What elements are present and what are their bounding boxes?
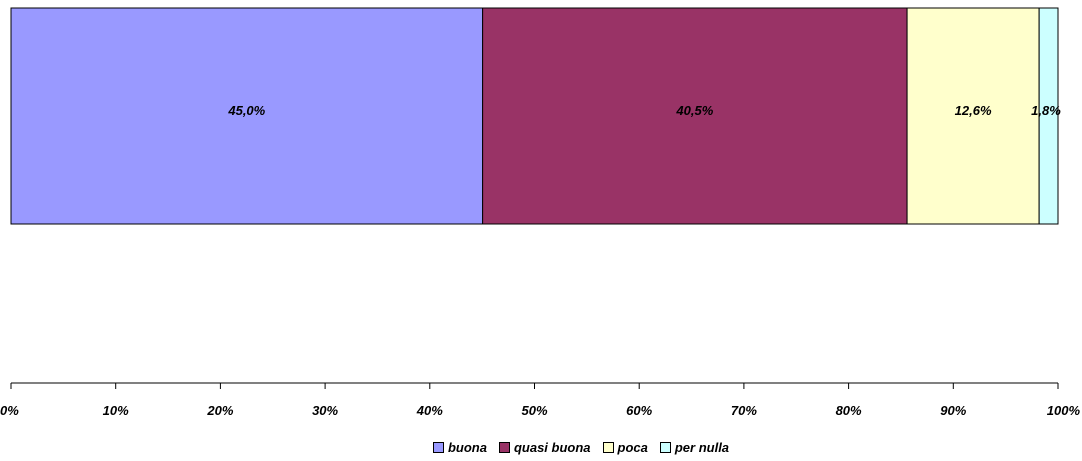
x-tick-label-60: 60% [626, 403, 652, 418]
legend: buona quasi buona poca per nulla [0, 440, 1082, 455]
x-tick-label-20: 20% [206, 403, 233, 418]
data-label-per-nulla: 1,8% [1031, 103, 1061, 118]
x-tick-label-10: 10% [103, 403, 129, 418]
legend-label-per-nulla: per nulla [674, 440, 730, 455]
legend-swatch-buona [432, 442, 444, 453]
legend-item-buona: buona [432, 440, 487, 455]
legend-item-quasi-buona: quasi buona [498, 440, 591, 455]
x-tick-label-80: 80% [836, 403, 862, 418]
x-tick-label-70: 70% [731, 403, 757, 418]
legend-label-quasi-buona: quasi buona [513, 440, 591, 455]
stacked-bar-chart: 45,0% 40,5% 12,6% 1,8% 0% 10% 20% 30% 40% 50% 60%… [0, 7, 1080, 418]
x-axis-tick-labels: 0% 10% 20% 30% 40% 50% 60% 70% 80% 90% 100% [0, 403, 1080, 418]
legend-item-per-nulla: per nulla [659, 440, 730, 455]
x-axis-ticks [10, 383, 1059, 389]
x-tick-label-40: 40% [416, 403, 443, 418]
x-tick-label-100: 100% [1047, 403, 1081, 418]
legend-swatch-quasi-buona [498, 442, 510, 453]
x-tick-label-50: 50% [521, 403, 547, 418]
data-label-quasi-buona: 40,5% [675, 103, 713, 118]
legend-item-poca: poca [602, 440, 648, 455]
bar-segments [10, 7, 1059, 225]
bar-segment-quasi-buona [482, 7, 908, 225]
bar-segment-poca [906, 7, 1040, 225]
data-label-buona: 45,0% [227, 103, 265, 118]
data-label-poca: 12,6% [955, 103, 992, 118]
segment-data-labels: 45,0% 40,5% 12,6% 1,8% [227, 103, 1061, 118]
legend-swatch-per-nulla [659, 442, 671, 453]
x-tick-label-30: 30% [312, 403, 338, 418]
bar-segment-buona [10, 7, 484, 225]
legend-label-poca: poca [617, 440, 648, 455]
x-tick-label-90: 90% [940, 403, 966, 418]
legend-swatch-poca [602, 442, 614, 453]
x-tick-label-0: 0% [0, 403, 19, 418]
bar-segment-per-nulla [1038, 7, 1059, 225]
legend-label-buona: buona [447, 440, 487, 455]
